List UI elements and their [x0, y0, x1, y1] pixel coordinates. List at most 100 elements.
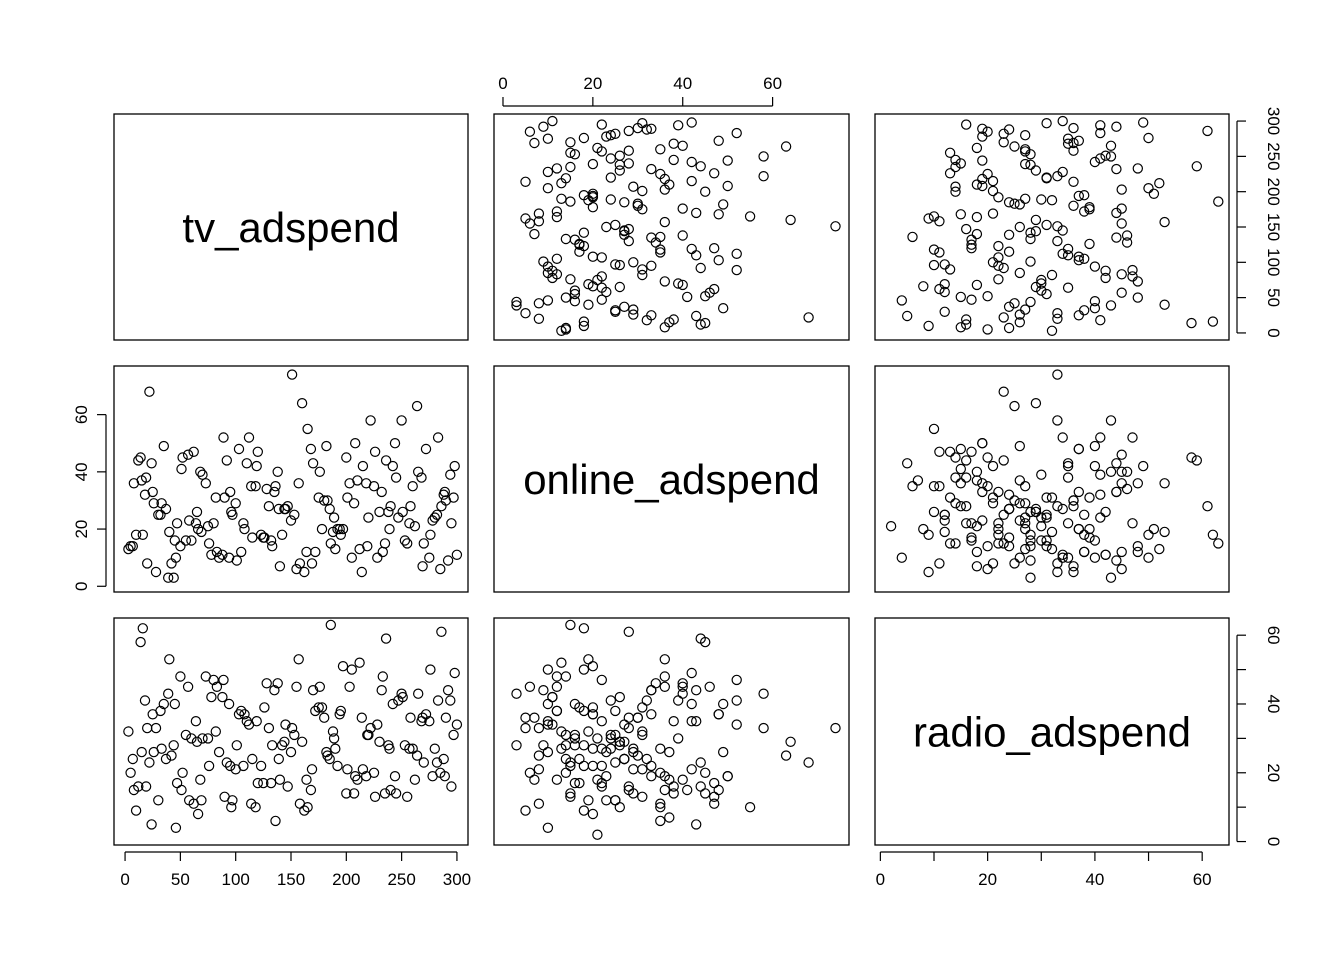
point-online-vs-tv — [169, 535, 180, 546]
point-tv-vs-radio — [1052, 313, 1063, 324]
point-online-vs-radio — [1116, 478, 1127, 489]
point-online-vs-tv — [319, 495, 330, 506]
point-radio-vs-tv — [195, 774, 206, 785]
point-tv-vs-radio — [1003, 197, 1015, 208]
point-radio-vs-online — [713, 709, 724, 720]
point-online-vs-tv — [226, 506, 237, 518]
point-radio-vs-online — [551, 705, 563, 717]
point-online-vs-tv — [348, 498, 360, 509]
point-tv-vs-radio — [1078, 189, 1090, 201]
point-tv-vs-radio — [1111, 232, 1122, 243]
point-tv-vs-online — [565, 161, 576, 173]
point-tv-vs-online — [601, 221, 612, 233]
point-radio-vs-online — [655, 767, 666, 779]
point-radio-vs-tv — [449, 667, 460, 679]
point-tv-vs-online — [547, 115, 558, 127]
point-online-vs-tv — [407, 481, 418, 492]
point-tv-vs-radio — [1116, 184, 1127, 195]
point-tv-vs-radio — [1100, 272, 1111, 284]
point-tv-vs-radio — [998, 128, 1009, 139]
point-radio-vs-online — [709, 798, 720, 809]
points-layer — [123, 115, 1224, 840]
point-radio-vs-tv — [239, 709, 250, 720]
tick-label-online: 0 — [876, 870, 885, 889]
point-online-vs-tv — [147, 486, 158, 498]
point-online-vs-radio — [1041, 512, 1052, 523]
point-online-vs-tv — [191, 506, 203, 518]
point-online-vs-radio — [1036, 512, 1047, 523]
point-online-vs-tv — [192, 523, 204, 535]
point-online-vs-radio — [934, 446, 945, 457]
tick-label-tv: 150 — [277, 870, 305, 889]
point-tv-vs-radio — [1009, 298, 1020, 309]
point-tv-vs-radio — [987, 208, 999, 219]
point-radio-vs-online — [704, 681, 715, 693]
point-tv-vs-online — [533, 208, 545, 219]
point-tv-vs-online — [565, 196, 576, 207]
point-online-vs-tv — [404, 518, 415, 529]
point-radio-vs-tv — [141, 722, 153, 734]
point-online-vs-tv — [413, 466, 424, 477]
point-radio-vs-tv — [424, 716, 435, 727]
point-radio-vs-tv — [140, 781, 152, 792]
point-online-vs-tv — [416, 472, 427, 483]
point-online-vs-radio — [977, 478, 988, 489]
tick-label-tv: 250 — [1264, 142, 1283, 170]
point-tv-vs-radio — [1019, 193, 1031, 204]
point-radio-vs-tv — [231, 740, 242, 751]
point-online-vs-radio — [1062, 458, 1074, 469]
point-radio-vs-tv — [365, 722, 376, 734]
point-online-vs-tv — [296, 398, 308, 409]
point-tv-vs-online — [511, 300, 522, 311]
point-online-vs-radio — [1041, 492, 1052, 503]
point-online-vs-radio — [1121, 483, 1133, 495]
point-online-vs-radio — [1019, 512, 1031, 523]
point-online-vs-tv — [369, 446, 381, 457]
point-online-vs-radio — [1154, 543, 1165, 555]
point-tv-vs-radio — [934, 247, 945, 258]
point-online-vs-tv — [442, 555, 454, 566]
point-online-vs-radio — [1089, 535, 1101, 546]
tick-label-tv: 50 — [171, 870, 190, 889]
point-radio-vs-online — [655, 798, 666, 809]
point-online-vs-radio — [1078, 529, 1090, 541]
point-online-vs-radio — [1132, 478, 1144, 489]
point-tv-vs-radio — [1062, 138, 1074, 149]
point-online-vs-tv — [231, 555, 242, 566]
point-online-vs-radio — [950, 498, 961, 509]
point-radio-vs-tv — [357, 764, 369, 775]
point-tv-vs-online — [565, 274, 576, 285]
point-online-vs-radio — [971, 561, 983, 572]
point-online-vs-tv — [365, 415, 376, 426]
point-tv-vs-online — [682, 291, 693, 303]
point-radio-vs-online — [542, 746, 554, 758]
point-tv-vs-online — [529, 228, 540, 240]
point-tv-vs-radio — [993, 240, 1004, 252]
point-online-vs-tv — [313, 492, 324, 503]
point-tv-vs-online — [637, 117, 648, 129]
point-radio-vs-online — [551, 671, 563, 682]
point-online-vs-radio — [1068, 501, 1079, 512]
point-radio-vs-tv — [166, 750, 177, 761]
point-online-vs-radio — [1062, 518, 1074, 529]
point-radio-vs-online — [785, 736, 796, 748]
point-radio-vs-online — [668, 781, 679, 792]
point-online-vs-tv — [405, 501, 416, 512]
point-tv-vs-radio — [1073, 255, 1085, 266]
point-tv-vs-online — [686, 243, 697, 255]
tick-label-online: 0 — [72, 582, 91, 591]
point-tv-vs-radio — [1105, 151, 1117, 162]
point-radio-vs-online — [722, 771, 733, 782]
point-radio-vs-online — [556, 743, 567, 754]
point-tv-vs-radio — [1036, 278, 1047, 289]
point-tv-vs-radio — [928, 211, 940, 222]
point-tv-vs-online — [718, 303, 729, 314]
point-tv-vs-online — [578, 320, 590, 332]
point-online-vs-radio — [1025, 572, 1036, 583]
point-tv-vs-online — [569, 149, 581, 160]
point-tv-vs-radio — [944, 147, 956, 158]
point-tv-vs-online — [520, 308, 531, 319]
panel-radio-vs-radio — [874, 617, 1230, 846]
point-online-vs-tv — [305, 443, 317, 455]
point-tv-vs-online — [695, 161, 706, 172]
